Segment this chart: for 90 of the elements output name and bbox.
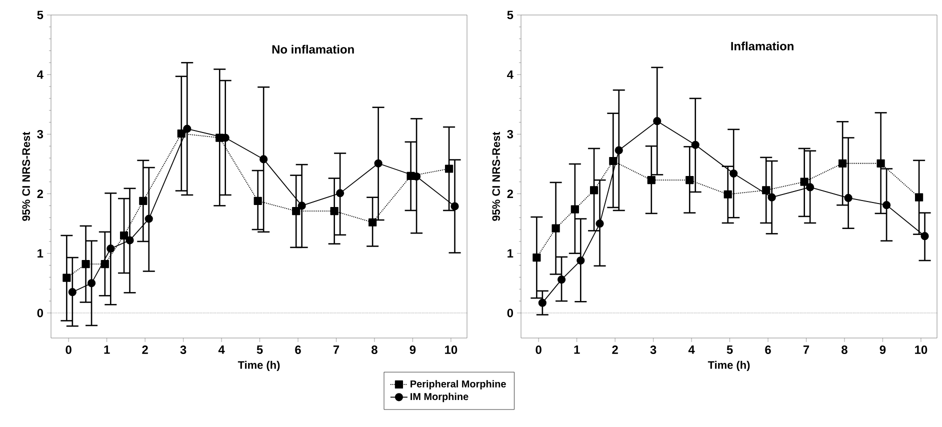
x-tick-label: 5 (256, 346, 263, 354)
point (254, 196, 262, 205)
point (596, 220, 604, 228)
point (800, 178, 808, 186)
point (768, 193, 776, 202)
point (139, 196, 148, 205)
point (570, 205, 579, 214)
point (914, 193, 924, 202)
point (538, 298, 546, 307)
point (126, 236, 134, 244)
point (614, 146, 623, 154)
point (609, 156, 618, 166)
text: No inflamation (272, 44, 354, 54)
x-axis-title: Time (h) (708, 360, 750, 372)
y-axis-title: 95% CI NRS-Rest (22, 132, 30, 221)
x-tick-label: 1 (104, 346, 110, 354)
x-tick-label: 4 (688, 346, 695, 354)
y-axis-title: 95% CI NRS-Rest (492, 132, 500, 221)
legend-label: Peripheral Morphine (410, 380, 506, 390)
point (686, 176, 694, 184)
x-tick-label: 10 (445, 346, 458, 354)
legend-label: IM Morphine (410, 392, 468, 402)
x-tick-label: 0 (66, 346, 72, 354)
point (920, 232, 929, 240)
point (120, 231, 128, 240)
point (183, 124, 192, 133)
y-tick-label: 0 (37, 308, 43, 318)
point (368, 218, 377, 226)
x-tick-label: 9 (410, 346, 416, 354)
y-tick-label: 0 (507, 308, 513, 318)
x-tick-label: 3 (180, 346, 186, 354)
point (838, 159, 847, 168)
x-tick-label: 7 (333, 346, 340, 354)
point (444, 164, 454, 173)
point (532, 253, 541, 262)
x-tick-label: 5 (726, 346, 733, 354)
point (876, 159, 885, 168)
y-tick-label: 2 (507, 190, 514, 198)
x-tick-label: 4 (218, 346, 225, 354)
y-tick-label: 4 (507, 70, 514, 79)
y-tick-label: 5 (507, 10, 514, 20)
y-tick-label: 1 (38, 249, 44, 258)
point (144, 214, 153, 223)
y-tick-label: 3 (37, 130, 44, 138)
point (762, 186, 770, 194)
y-tick-label: 5 (37, 10, 44, 20)
point (882, 201, 891, 210)
point (177, 130, 186, 138)
point (450, 202, 459, 210)
point (260, 155, 268, 164)
point (806, 183, 814, 192)
point (68, 288, 76, 296)
point (100, 260, 109, 268)
x-tick-label: 8 (372, 346, 378, 354)
point (82, 260, 90, 268)
y-tick-label: 1 (508, 249, 514, 258)
point (730, 169, 738, 178)
point (576, 256, 585, 265)
point (106, 244, 115, 253)
point (62, 274, 71, 282)
x-tick-label: 8 (842, 346, 848, 354)
x-axis-title: Time (h) (238, 360, 280, 372)
y-tick-label: 3 (507, 130, 514, 138)
point (557, 276, 566, 284)
x-tick-label: 2 (142, 346, 148, 354)
y-tick-label: 4 (37, 70, 44, 79)
x-tick-label: 0 (536, 346, 542, 354)
point (292, 207, 300, 216)
x-tick-label: 6 (295, 346, 301, 354)
point (691, 140, 700, 149)
x-tick-label: 1 (574, 346, 580, 354)
point (87, 279, 96, 288)
point (298, 202, 306, 210)
point (647, 176, 656, 184)
point (724, 190, 732, 198)
point (844, 194, 852, 202)
text: Inflamation (731, 42, 794, 50)
point (552, 224, 560, 232)
x-tick-label: 6 (765, 346, 771, 354)
point (590, 186, 598, 194)
point (374, 159, 382, 168)
x-tick-label: 7 (803, 346, 810, 354)
x-tick-label: 10 (915, 346, 928, 354)
x-tick-label: 3 (650, 346, 656, 354)
point (336, 189, 344, 198)
x-tick-label: 2 (612, 346, 618, 354)
x-tick-label: 9 (880, 346, 886, 354)
point (653, 117, 662, 126)
y-tick-label: 2 (37, 190, 44, 198)
point (330, 207, 338, 216)
